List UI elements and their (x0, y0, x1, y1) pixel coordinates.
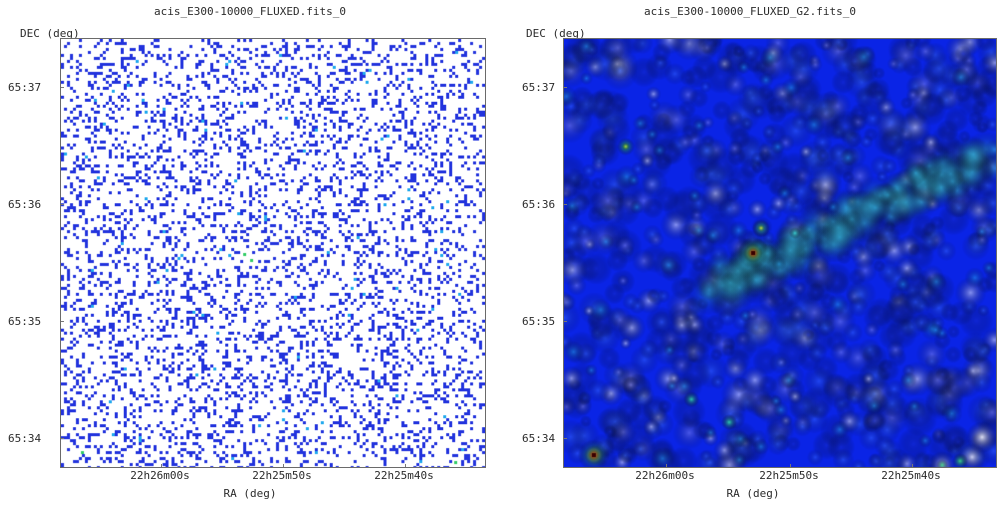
left-xtick-2: 22h25m50s (252, 469, 312, 482)
right-ytick-mark (564, 438, 567, 439)
left-ytick-mark (61, 438, 64, 439)
right-xtick-mark (912, 464, 913, 467)
right-image-title: acis_E300-10000_FLUXED_G2.fits_0 (644, 5, 856, 18)
left-ytick-2: 65:36 (8, 198, 42, 211)
right-smoothed-flux-canvas (564, 39, 996, 467)
left-ytick-mark (61, 321, 64, 322)
right-xtick-mark (666, 464, 667, 467)
right-ytick-4: 65:34 (522, 432, 556, 445)
left-image-title: acis_E300-10000_FLUXED.fits_0 (153, 5, 347, 18)
right-image-panel: acis_E300-10000_FLUXED_G2.fits_0 DEC (de… (500, 0, 1000, 507)
left-xtick-1: 22h26m00s (130, 469, 190, 482)
left-raw-flux-canvas (61, 39, 485, 467)
right-xtick-3: 22h25m40s (881, 469, 941, 482)
left-ytick-mark (61, 87, 64, 88)
left-xtick-mark (161, 464, 162, 467)
right-ytick-1: 65:37 (522, 81, 556, 94)
left-image-panel: acis_E300-10000_FLUXED.fits_0 DEC (deg) … (8, 5, 486, 500)
right-ytick-3: 65:35 (522, 315, 556, 328)
left-ytick-mark (61, 204, 64, 205)
left-ytick-3: 65:35 (8, 315, 42, 328)
right-dec-axis-label: DEC (deg) (526, 27, 586, 40)
right-xtick-1: 22h26m00s (635, 469, 695, 482)
left-ytick-4: 65:34 (8, 432, 42, 445)
left-dec-axis-label: DEC (deg) (20, 27, 80, 40)
right-ytick-mark (564, 204, 567, 205)
right-xtick-mark (790, 464, 791, 467)
left-sky-image[interactable] (60, 38, 486, 468)
left-xtick-3: 22h25m40s (374, 469, 434, 482)
right-sky-image[interactable] (563, 38, 997, 468)
left-ra-axis-label: RA (deg) (223, 487, 277, 500)
right-ra-axis-label: RA (deg) (726, 487, 780, 500)
right-xtick-2: 22h25m50s (759, 469, 819, 482)
left-ytick-1: 65:37 (8, 81, 42, 94)
right-ytick-2: 65:36 (522, 198, 556, 211)
right-ytick-mark (564, 87, 567, 88)
right-ytick-mark (564, 321, 567, 322)
left-xtick-mark (405, 464, 406, 467)
left-xtick-mark (283, 464, 284, 467)
